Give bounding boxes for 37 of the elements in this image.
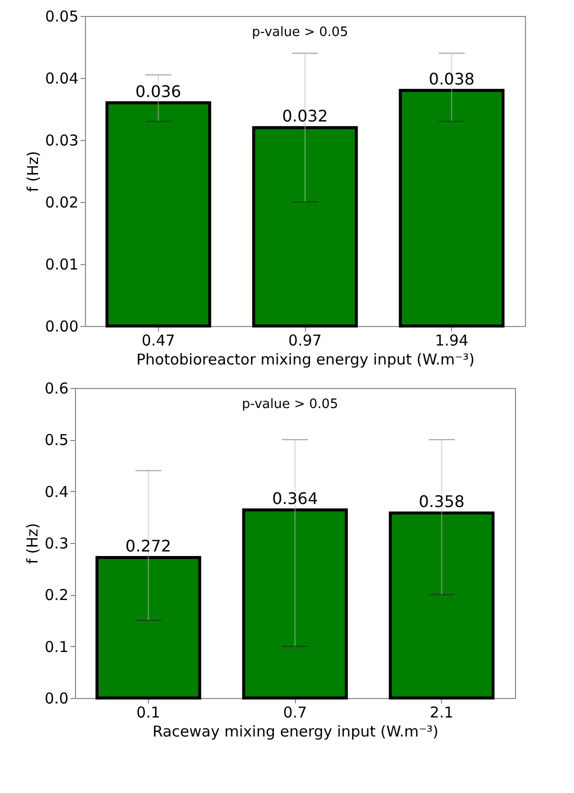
bar xyxy=(106,101,212,328)
y-tick-label: 0.0 xyxy=(44,690,68,708)
data-label: 0.036 xyxy=(135,82,182,101)
y-tick-label: 0.1 xyxy=(44,638,68,656)
y-tick-label: 0.3 xyxy=(44,534,68,552)
bar xyxy=(252,126,358,328)
x-tick-label: 0.97 xyxy=(288,332,322,350)
y-axis-title: f (Hz) xyxy=(24,523,42,564)
y-tick-label: 0.4 xyxy=(44,482,68,501)
data-label: 0.358 xyxy=(418,492,465,512)
x-tick-label: 0.7 xyxy=(283,704,307,722)
y-tick-label: 0.04 xyxy=(45,70,78,88)
annotation: p-value > 0.05 xyxy=(242,397,338,412)
bar xyxy=(242,508,348,700)
data-label: 0.364 xyxy=(272,488,318,508)
y-tick-label: 0.5 xyxy=(44,431,68,450)
x-tick-label: 1.94 xyxy=(434,332,468,350)
annotation: p-value > 0.05 xyxy=(252,25,348,40)
x-tick-label: 0.47 xyxy=(142,332,176,350)
y-tick-label: 0.2 xyxy=(44,586,68,604)
data-label: 0.038 xyxy=(428,69,475,88)
x-axis-title: Photobioreactor mixing energy input (W.m⁻³) xyxy=(136,350,475,368)
y-tick-label: 0.00 xyxy=(45,318,78,336)
data-label: 0.032 xyxy=(282,106,328,126)
bar xyxy=(398,88,504,328)
bar xyxy=(96,556,202,700)
y-tick-label: 0.6 xyxy=(44,380,68,398)
x-tick-label: 0.1 xyxy=(136,704,160,722)
y-axis-title: f (Hz) xyxy=(24,151,42,192)
y-tick-label: 0.05 xyxy=(45,8,78,26)
x-axis-title: Raceway mixing energy input (W.m⁻³) xyxy=(152,722,438,740)
y-tick-label: 0.03 xyxy=(45,132,78,150)
x-tick-label: 2.1 xyxy=(430,704,454,722)
data-label: 0.272 xyxy=(125,536,172,556)
y-tick-label: 0.02 xyxy=(45,194,78,212)
y-tick-label: 0.01 xyxy=(45,256,78,274)
bar xyxy=(388,512,494,700)
